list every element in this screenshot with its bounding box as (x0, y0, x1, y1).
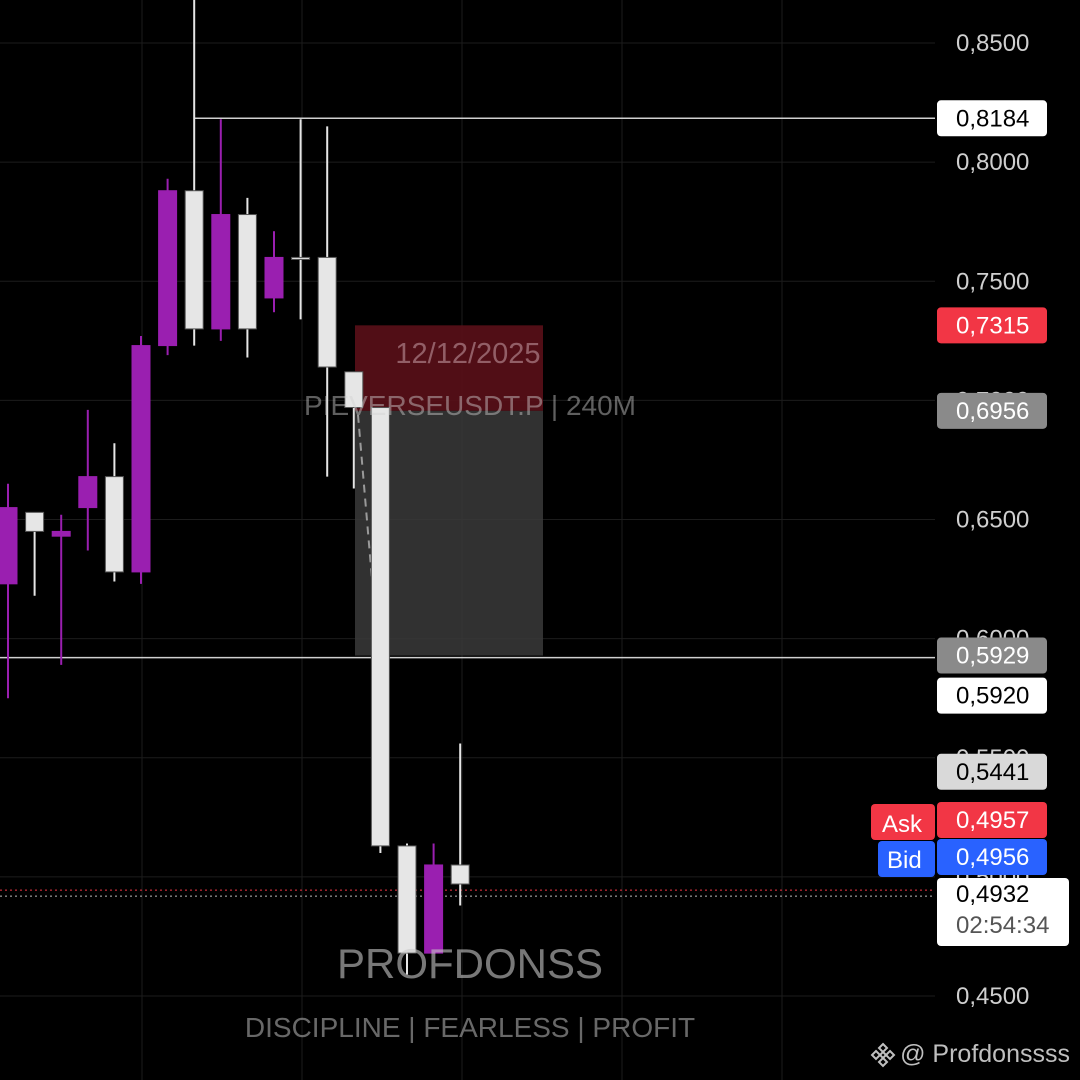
candle-body (131, 345, 151, 573)
ask-label-bg (871, 804, 935, 840)
y-tick-label: 0,4500 (956, 983, 1029, 1010)
candle-body (397, 845, 417, 954)
price-tag-last-text: 0,4932 (956, 881, 1029, 908)
candle (291, 119, 311, 320)
candle (25, 511, 45, 596)
price-tag-level-low-text: 0,5920 (956, 683, 1029, 710)
price-tag-last: 0,4932 02:54:34 (937, 878, 1069, 946)
price-tag-entry: 0,6956 (937, 392, 1047, 429)
candle (317, 126, 337, 477)
price-tag-entry-bg (937, 392, 1047, 429)
price-tag-bid: 0,4956 (937, 839, 1047, 875)
candle (344, 371, 364, 489)
candle (51, 514, 71, 665)
watermark-symbol: PIEVERSEUSDT.P | 240M (304, 390, 636, 421)
grid-lines (0, 0, 935, 1080)
candle-body (264, 256, 284, 299)
price-tag-target-bg (937, 637, 1047, 674)
price-tag-last-bg (937, 878, 1069, 946)
candle (78, 409, 98, 551)
candle-body (450, 864, 470, 885)
candle-body (104, 476, 124, 573)
candle-body (424, 864, 444, 954)
y-tick-label: 0,8500 (956, 30, 1029, 57)
candle-body (78, 476, 98, 509)
price-tag-bid-text: 0,4956 (956, 844, 1029, 871)
price-tag-ask-bg (937, 802, 1047, 838)
bid-label: Bid (878, 841, 935, 877)
candle (424, 843, 444, 954)
candle (0, 483, 18, 699)
bid-label-text: Bid (887, 847, 922, 874)
price-tag-light-bg (937, 753, 1047, 790)
price-tags: 0,8184 0,7315 0,6956 0,5929 0,5920 0,5441 0,49… (871, 100, 1069, 946)
candles (0, 0, 470, 975)
price-tag-bid-bg (937, 839, 1047, 875)
y-tick-label: 0,8000 (956, 149, 1029, 176)
candle-body (211, 214, 231, 330)
price-tag-stop-text: 0,7315 (956, 312, 1029, 339)
countdown-text: 02:54:34 (956, 912, 1049, 939)
candle-body (25, 511, 45, 532)
candle-body (370, 407, 390, 847)
candle-body (291, 256, 311, 260)
price-tag-level-low-bg (937, 677, 1047, 714)
price-tag-level-high: 0,8184 (937, 100, 1047, 137)
candle-body (344, 371, 364, 409)
candle-body (158, 190, 178, 347)
author-handle: @ Profdonssss (870, 1040, 1070, 1069)
candle (131, 336, 151, 584)
stop-loss-zone (355, 325, 543, 411)
ask-label: Ask (871, 804, 935, 840)
candle (211, 119, 231, 341)
price-tag-level-high-text: 0,8184 (956, 105, 1029, 132)
candle (397, 843, 417, 975)
price-tag-level-high-bg (937, 100, 1047, 137)
author-handle-text: @ Profdonssss (900, 1040, 1070, 1068)
candle-body (237, 214, 257, 330)
bid-label-bg (878, 841, 935, 877)
ask-label-text: Ask (882, 811, 923, 838)
candle (237, 197, 257, 358)
price-tag-light-text: 0,5441 (956, 759, 1029, 786)
candle (450, 743, 470, 906)
horizontal-levels (0, 117, 935, 897)
price-tag-ask: 0,4957 (937, 802, 1047, 838)
price-tag-stop: 0,7315 (937, 307, 1047, 344)
candle (158, 178, 178, 356)
candle (264, 231, 284, 313)
candle (370, 407, 390, 854)
candle-body (184, 190, 204, 330)
price-tag-target: 0,5929 (937, 637, 1047, 674)
binance-logo-icon (870, 1042, 896, 1067)
candle (184, 0, 204, 346)
watermark-date: 12/12/2025 (395, 338, 541, 370)
candle (104, 443, 124, 582)
price-tag-stop-bg (937, 307, 1047, 344)
y-tick-label: 0,6500 (956, 507, 1029, 534)
price-tag-entry-text: 0,6956 (956, 398, 1029, 425)
price-tag-level-low: 0,5920 (937, 677, 1047, 714)
watermark-tagline: DISCIPLINE | FEARLESS | PROFIT (244, 1012, 696, 1043)
price-tag-ask-text: 0,4957 (956, 807, 1029, 834)
candle-body (317, 256, 337, 368)
candle-body (0, 507, 18, 585)
candle-body (51, 530, 71, 537)
price-tag-light: 0,5441 (937, 753, 1047, 790)
y-tick-label: 0,7500 (956, 268, 1029, 295)
price-tag-target-text: 0,5929 (956, 643, 1029, 670)
watermark-brand: PROFDONSS (336, 940, 604, 987)
